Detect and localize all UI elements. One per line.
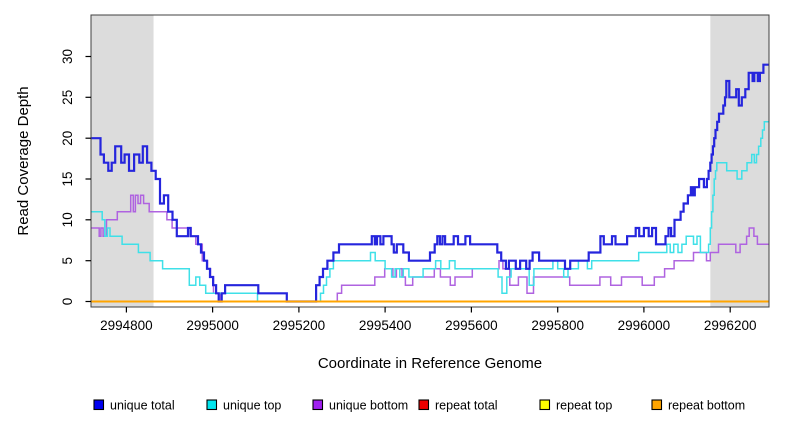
x-tick-label: 2995000 (186, 318, 239, 333)
x-axis-title: Coordinate in Reference Genome (318, 355, 542, 372)
legend-item-unique-bottom: unique bottom (312, 399, 408, 413)
right-repeat-region (710, 15, 769, 307)
x-tick-label: 2995400 (359, 318, 412, 333)
legend: unique total unique top unique bottom repea… (93, 399, 745, 413)
y-tick-label: 20 (60, 131, 75, 146)
x-tick-label: 2995600 (445, 318, 498, 333)
legend-label: repeat bottom (668, 399, 745, 413)
series-unique-bottom (91, 194, 769, 303)
plot-frame (90, 14, 770, 308)
coverage-series-lines (91, 63, 769, 303)
x-tick-label: 2996200 (704, 318, 757, 333)
legend-label: unique top (223, 399, 281, 413)
series-unique-top (91, 121, 769, 303)
y-tick-label: 10 (60, 212, 75, 227)
legend-swatch (206, 399, 218, 411)
x-tick-label: 2994800 (100, 318, 153, 333)
legend-swatch (539, 399, 551, 411)
legend-item-repeat-top: repeat top (539, 399, 612, 413)
legend-swatch (93, 399, 105, 411)
legend-item-repeat-bottom: repeat bottom (651, 399, 745, 413)
legend-item-unique-total: unique total (93, 399, 175, 413)
x-tick-label: 2995800 (531, 318, 584, 333)
y-tick-label: 0 (60, 298, 75, 306)
y-tick-label: 5 (60, 257, 75, 265)
legend-item-repeat-total: repeat total (418, 399, 498, 413)
legend-swatch (312, 399, 324, 411)
legend-swatch (651, 399, 663, 411)
y-tick-label: 30 (60, 49, 75, 64)
x-tick-label: 2996000 (618, 318, 671, 333)
y-tick-label: 25 (60, 90, 75, 105)
plot-border (90, 14, 770, 308)
repeat-region-shading (91, 15, 769, 307)
legend-label: repeat top (556, 399, 612, 413)
series-unique-total (91, 63, 769, 303)
axes: 2994800 2995000 2995200 2995400 2995600 29958… (60, 49, 756, 333)
legend-label: repeat total (435, 399, 498, 413)
legend-label: unique total (110, 399, 175, 413)
legend-swatch (418, 399, 430, 411)
legend-item-unique-top: unique top (206, 399, 281, 413)
y-tick-label: 15 (60, 171, 75, 186)
legend-label: unique bottom (329, 399, 408, 413)
x-tick-label: 2995200 (273, 318, 326, 333)
y-axis-title: Read Coverage Depth (15, 86, 32, 235)
